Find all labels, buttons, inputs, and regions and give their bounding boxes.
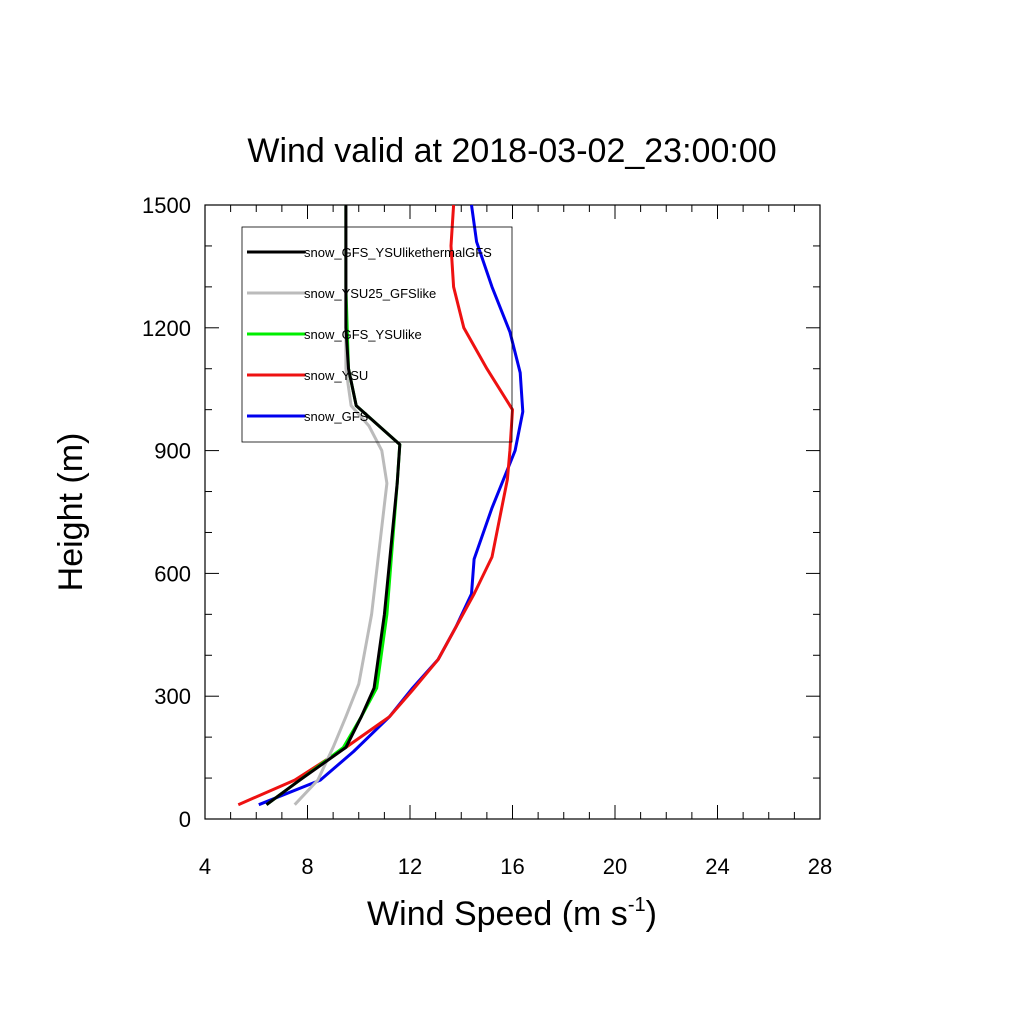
- x-tick-label: 8: [301, 854, 313, 879]
- x-tick-label: 4: [199, 854, 211, 879]
- y-tick-label: 600: [154, 561, 191, 586]
- x-tick-label: 16: [500, 854, 524, 879]
- legend-label: snow_YSU: [304, 368, 368, 383]
- y-tick-label: 0: [179, 807, 191, 832]
- y-tick-label: 1500: [142, 193, 191, 218]
- plot-frame: [204, 204, 821, 820]
- series-line-snow-ysu: [237, 204, 514, 807]
- x-axis-title-superscript: -1: [628, 894, 646, 916]
- series-line-snow-gfs-ysulikethermalgfs: [265, 205, 402, 806]
- x-tick-label: 20: [603, 854, 627, 879]
- legend-label: snow_GFS_YSUlike: [304, 327, 422, 342]
- series-line-snow-gfs: [258, 204, 525, 807]
- chart-title: Wind valid at 2018-03-02_23:00:00: [247, 132, 776, 170]
- chart-legend: snow_GFS_YSUlikethermalGFS snow_YSU25_GFS…: [241, 226, 513, 443]
- x-tick-label: 24: [705, 854, 729, 879]
- y-axis-title: Height (m): [52, 433, 90, 592]
- legend-label: snow_GFS: [304, 409, 369, 424]
- x-axis-title-close: ): [646, 895, 657, 933]
- x-axis-title: Wind Speed (m s-1): [367, 894, 657, 933]
- legend-label: snow_GFS_YSUlikethermalGFS: [304, 245, 492, 260]
- y-tick-label: 300: [154, 684, 191, 709]
- y-tick-label: 1200: [142, 316, 191, 341]
- x-tick-label: 28: [808, 854, 832, 879]
- y-tick-label: 900: [154, 439, 191, 464]
- plot-axes: 4 8 12 16 20 24 28 0 300 600 900 1200 1500: [142, 193, 832, 879]
- legend-label: snow_YSU25_GFSlike: [304, 286, 436, 301]
- series-layer: [237, 204, 525, 807]
- legend-frame: [241, 226, 513, 443]
- series-line-snow-ysu25-gfslike: [293, 205, 389, 806]
- x-tick-label: 12: [398, 854, 422, 879]
- x-axis-title-main: Wind Speed (m s: [367, 895, 628, 933]
